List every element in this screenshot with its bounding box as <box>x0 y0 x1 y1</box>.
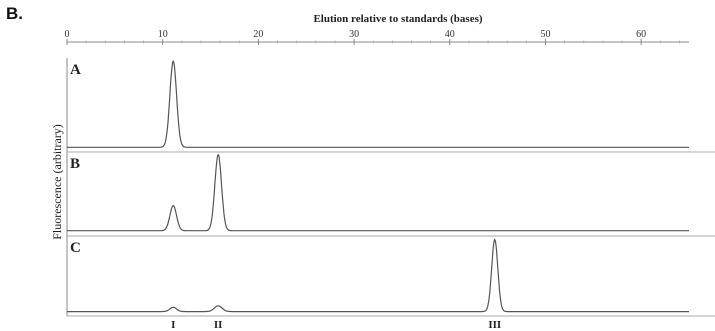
panel-labels: A B C <box>70 62 81 256</box>
x-axis-ticks: 0 10 20 30 40 50 60 <box>65 29 680 45</box>
trace-layer <box>67 60 689 313</box>
panel-label-B: B <box>70 156 80 172</box>
trace-panel-A <box>67 60 689 148</box>
x-tick-label-0: 0 <box>65 29 70 40</box>
peak-label-III: III <box>488 319 501 331</box>
x-tick-label-60: 60 <box>636 29 646 40</box>
peak-label-II: II <box>214 319 223 331</box>
plot-frame <box>66 41 715 317</box>
peak-labels: I II III <box>171 319 501 331</box>
x-tick-label-10: 10 <box>158 29 168 40</box>
panel-label-C: C <box>70 240 81 256</box>
trace-panel-C <box>67 238 689 313</box>
peak-label-I: I <box>171 319 175 331</box>
x-tick-label-30: 30 <box>349 29 359 40</box>
y-axis-title: Fluorescence (arbitrary) <box>50 124 64 240</box>
panel-label-A: A <box>70 62 81 78</box>
x-tick-label-40: 40 <box>445 29 455 40</box>
trace-panel-B <box>67 153 689 232</box>
x-axis-title: Elution relative to standards (bases) <box>313 13 482 25</box>
x-tick-label-20: 20 <box>253 29 263 40</box>
x-tick-label-50: 50 <box>540 29 550 40</box>
figure-label: B. <box>6 4 23 23</box>
